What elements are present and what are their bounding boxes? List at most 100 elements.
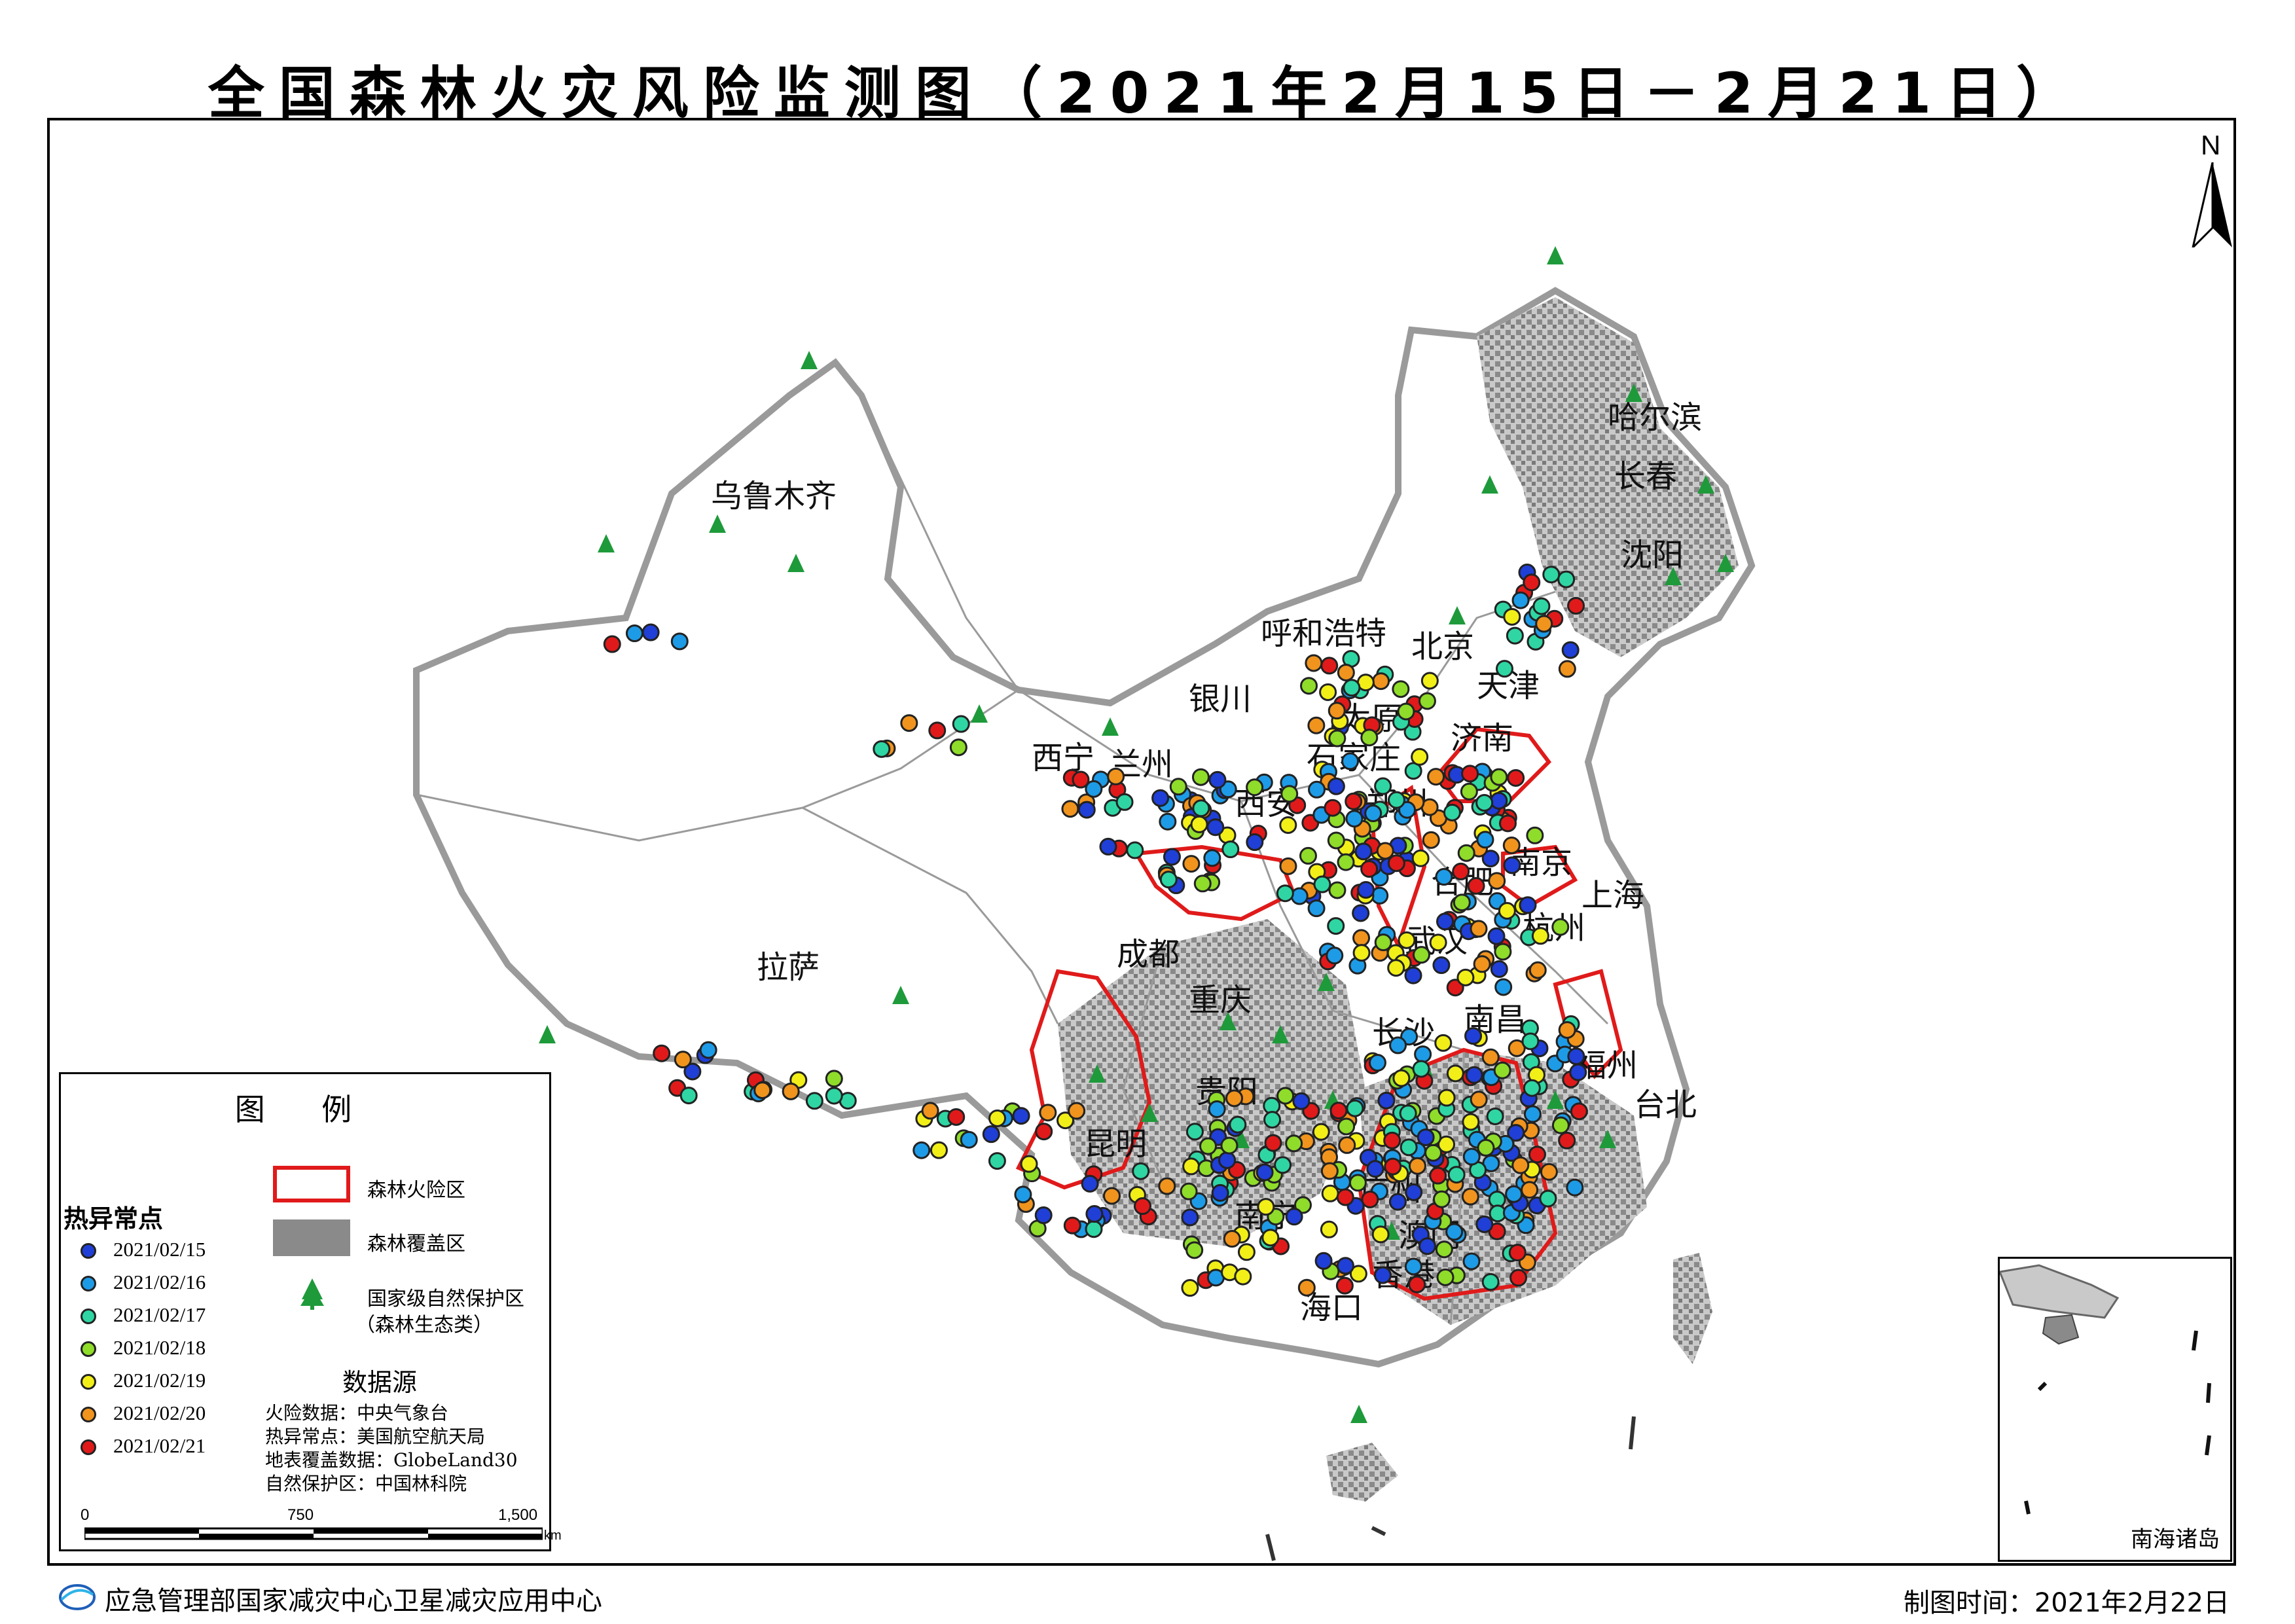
hotspot-point <box>1320 1220 1338 1238</box>
hotspot-point <box>1490 960 1508 978</box>
legend-dot-0215 <box>81 1243 96 1259</box>
nature-reserve-icon <box>971 704 988 723</box>
legend-dot-0217 <box>81 1308 96 1324</box>
hotspot-point <box>1348 1174 1367 1192</box>
hotspot-point <box>1494 978 1513 996</box>
hotspot-point <box>1103 1187 1121 1205</box>
hotspot-point <box>1503 607 1521 626</box>
hotspot-point <box>1012 1107 1030 1125</box>
hotspot-point <box>1191 768 1210 786</box>
city-label: 银川 <box>1189 681 1252 717</box>
hotspot-point <box>1039 1104 1057 1122</box>
hotspot-point <box>988 1109 1007 1127</box>
hotspot-point <box>1181 1208 1199 1227</box>
hotspot-point <box>1373 1266 1392 1284</box>
hotspot-point <box>1383 1131 1401 1149</box>
nature-reserve-icon <box>892 986 909 1004</box>
hotspot-point <box>1387 854 1405 873</box>
hotspot-point <box>825 1070 843 1088</box>
hotspot-point <box>1462 1147 1481 1166</box>
hotspot-point <box>1505 1185 1523 1203</box>
hotspot-point <box>1490 791 1508 810</box>
hotspot-point <box>1199 1137 1218 1155</box>
nature-reserve-icon <box>801 351 818 369</box>
scale-tick-label: 1,500 <box>498 1506 538 1524</box>
hotspot-point <box>1290 887 1309 905</box>
hotspot-point <box>1349 1265 1367 1283</box>
hotspot-point <box>1398 801 1417 819</box>
hotspot-point <box>653 1044 671 1062</box>
city-label: 北京 <box>1411 628 1474 665</box>
hotspot-point <box>1352 904 1370 922</box>
hotspot-point <box>1206 818 1225 837</box>
hotspot-point <box>1208 1100 1226 1119</box>
nature-reserve-icon <box>1141 1104 1158 1122</box>
data-source-line: 地表覆盖数据：GlobeLand30 <box>265 1449 518 1471</box>
hotspot-point <box>1279 857 1297 875</box>
inset-label: 南海诸岛 <box>2131 1526 2220 1553</box>
legend-dot-0216 <box>81 1276 96 1291</box>
north-label: N <box>2201 130 2221 160</box>
hotspot-point <box>988 1152 1006 1170</box>
hotspot-point <box>1432 1190 1451 1208</box>
hotspot-point <box>1190 815 1208 833</box>
hotspot-point <box>1072 770 1090 789</box>
hotspot-point <box>1085 780 1103 798</box>
data-source-line: 热异常点：美国航空航天局 <box>265 1426 486 1447</box>
hotspot-point <box>1229 1115 1247 1134</box>
legend-dot-0221 <box>81 1439 96 1455</box>
nature-reserve-icon <box>1089 1064 1106 1083</box>
footer-date-value: 2021年2月22日 <box>2034 1588 2230 1618</box>
scale-unit: km <box>544 1528 562 1543</box>
hotspot-point <box>1185 1241 1204 1259</box>
reserve-tree-icon <box>300 1278 324 1310</box>
hotspot-point <box>1203 849 1221 867</box>
hotspot-point <box>1237 1243 1256 1261</box>
south-china-sea-dashes <box>1265 1416 1636 1561</box>
hotspot-point <box>1418 692 1436 710</box>
legend-date: 2021/02/16 <box>113 1271 206 1293</box>
hotspot-point <box>1169 778 1187 796</box>
hotspot-point <box>1346 1099 1364 1117</box>
hotspot-point <box>1511 1156 1530 1174</box>
hotspot-point <box>928 721 947 740</box>
hotspot-point <box>1221 840 1240 859</box>
nature-reserve-icon <box>539 1025 556 1043</box>
hotspot-point <box>1337 853 1355 871</box>
hotspot-point <box>1486 1107 1504 1125</box>
hotspot-point <box>1063 1216 1081 1235</box>
hotspot-legend-title: 热异常点 <box>63 1204 164 1233</box>
hotspot-point <box>1404 1257 1422 1276</box>
scale-tick-label: 0 <box>81 1506 90 1524</box>
hotspot-point <box>1452 862 1470 880</box>
hotspot-point <box>1068 1102 1086 1120</box>
hotspot-point <box>1521 1032 1540 1051</box>
hotspot-point <box>1338 1136 1356 1154</box>
hotspot-point <box>1526 826 1544 844</box>
hotspot-point <box>1400 1138 1418 1157</box>
hotspot-point <box>1420 672 1439 690</box>
hotspot-point <box>1399 1104 1417 1123</box>
hotspot-point <box>1280 785 1299 803</box>
hotspot-point <box>1523 573 1541 592</box>
hotspot-point <box>1477 1138 1495 1157</box>
hotspot-point <box>1163 848 1181 866</box>
nature-reserve-icon <box>1665 567 1682 585</box>
hotspot-point <box>1528 961 1547 979</box>
hotspot-point <box>1397 702 1415 721</box>
hotspot-point <box>1372 672 1390 691</box>
hotspot-point <box>1392 680 1410 698</box>
city-label: 呼和浩特 <box>1261 615 1386 652</box>
hotspot-point <box>1481 1048 1500 1066</box>
hotspot-point <box>1223 1230 1241 1248</box>
hotspot-point <box>1528 1146 1546 1164</box>
nature-reserve-icon <box>787 554 804 572</box>
hotspot-point <box>1085 1205 1104 1223</box>
hotspot-point <box>1387 959 1405 977</box>
hotspot-point <box>1422 831 1440 849</box>
hotspot-point <box>1566 1178 1584 1197</box>
hotspot-point <box>1476 831 1494 849</box>
north-arrow: N <box>2186 130 2239 247</box>
hotspot-point <box>1335 1276 1354 1295</box>
footer-org: 应急管理部国家减灾中心卫星减灾应用中心 <box>58 1579 602 1618</box>
